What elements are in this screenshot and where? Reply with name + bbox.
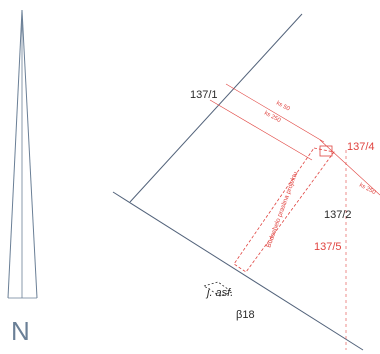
north-arrow: N <box>7 9 38 346</box>
road-label: j. asf. <box>205 287 233 299</box>
parcel-label-137-2: 137/2 <box>324 209 352 221</box>
overlay-label: Budeshelo praslina projektu <box>265 171 299 249</box>
parcel-label-137-1: 137/1 <box>190 89 218 101</box>
parcel-label-137-4: 137/4 <box>347 141 375 153</box>
parcel-label-818: β18 <box>236 309 255 321</box>
dimension-line-ks250 <box>209 99 313 161</box>
road: j. asf. β18 <box>203 281 255 321</box>
boundary-line-upper <box>129 13 303 203</box>
road-outline <box>203 281 233 297</box>
dimension-line-ks250-right <box>319 139 380 196</box>
north-arrow-left-stroke <box>7 9 23 299</box>
parcel-boundaries <box>112 13 364 351</box>
north-arrow-right-stroke <box>21 9 38 299</box>
dimension-line-ks50 <box>225 83 325 143</box>
dimension-label-ks250: ks 250 <box>263 110 282 124</box>
dimension-lines <box>209 83 380 350</box>
overlay-strip: Budeshelo praslina projektu <box>233 145 335 273</box>
overlay-outline <box>233 147 335 273</box>
boundary-line-lower <box>112 191 364 351</box>
dimension-label-ks250-right: ks 250 <box>358 182 377 196</box>
overlay-box <box>319 145 333 157</box>
north-letter: N <box>11 316 30 346</box>
parcel-label-137-5: 137/5 <box>314 241 342 253</box>
parcel-labels: 137/1 137/4 137/2 137/5 <box>190 89 375 253</box>
dimension-label-ks50: ks 50 <box>275 100 291 112</box>
